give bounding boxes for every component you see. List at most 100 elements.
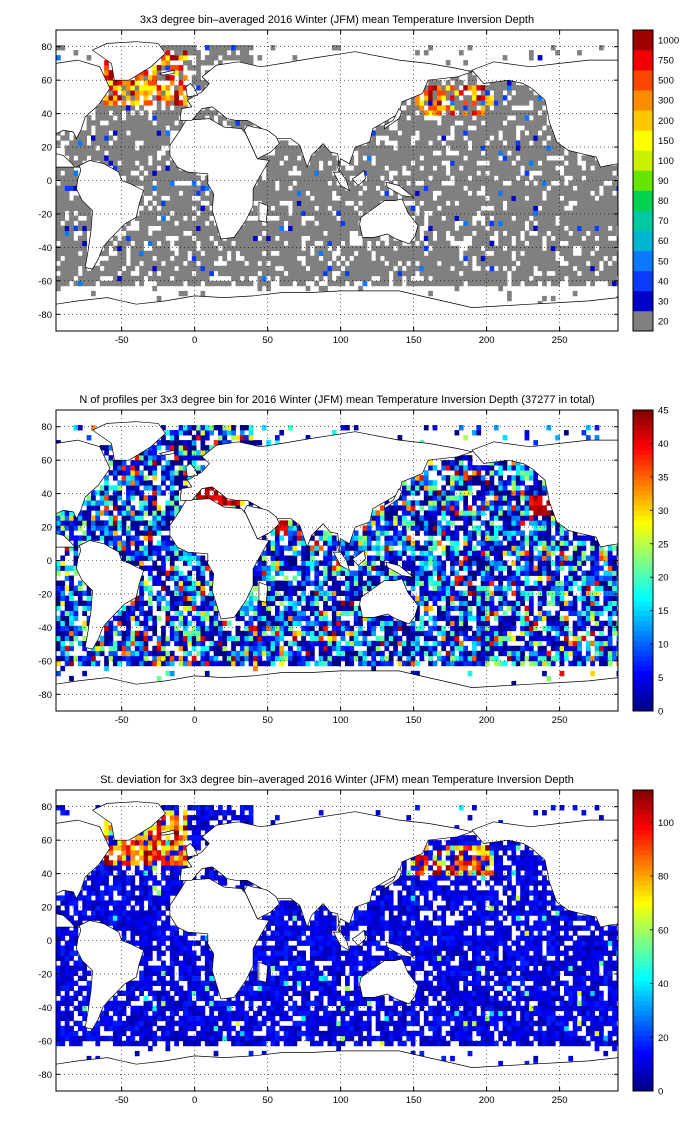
bin-cell — [270, 225, 276, 232]
bin-cell — [331, 655, 337, 662]
bin-cell — [467, 220, 473, 226]
bin-cell — [270, 625, 276, 632]
bin-cell — [165, 175, 171, 181]
bin-cell — [419, 130, 425, 136]
bin-cell — [183, 75, 188, 81]
bin-cell — [467, 105, 473, 111]
bin-cell — [318, 625, 324, 632]
bin-cell — [283, 255, 289, 262]
bin-cell — [108, 260, 114, 267]
bin-cell — [91, 120, 96, 126]
bin-cell — [292, 555, 298, 561]
bin-cell — [95, 645, 101, 652]
bin-cell — [274, 225, 280, 232]
bin-cell — [542, 220, 547, 226]
bin-cell — [183, 475, 188, 481]
bin-cell — [169, 660, 175, 667]
bin-cell — [196, 80, 201, 86]
bin-cell — [169, 220, 175, 226]
bin-cell — [366, 170, 372, 176]
bin-cell — [60, 180, 66, 186]
bin-cell — [323, 175, 328, 181]
bin-cell — [511, 145, 517, 151]
bin-cell — [126, 505, 131, 511]
bin-cell — [239, 500, 245, 506]
bin-cell — [594, 165, 600, 171]
bin-cell — [331, 160, 337, 166]
bin-cell — [428, 235, 433, 242]
bin-cell — [104, 500, 109, 506]
bin-cell — [257, 250, 263, 257]
bin-cell — [134, 530, 140, 536]
bin-cell — [165, 600, 171, 606]
bin-cell — [156, 485, 162, 491]
bin-cell — [524, 90, 530, 96]
bin-cell — [82, 600, 88, 606]
bin-cell — [169, 430, 175, 436]
bin-cell — [222, 650, 228, 657]
bin-cell — [314, 215, 320, 221]
bin-cell — [257, 610, 263, 617]
bin-cell — [200, 660, 206, 667]
bin-cell — [82, 260, 88, 267]
bin-cell — [305, 555, 311, 561]
bin-cell — [64, 170, 70, 176]
bin-cell — [581, 280, 587, 287]
bin-cell — [213, 225, 219, 232]
bin-cell — [266, 220, 271, 226]
bin-cell — [213, 50, 219, 56]
bin-cell — [511, 180, 517, 186]
bin-cell — [231, 120, 236, 126]
bin-cell — [301, 625, 306, 632]
bin-cell — [95, 520, 101, 526]
bin-cell — [581, 250, 587, 257]
bin-cell — [432, 180, 438, 186]
bin-cell — [476, 145, 482, 151]
bin-cell — [533, 150, 539, 156]
bin-cell — [69, 565, 74, 571]
bin-cell — [590, 260, 595, 267]
bin-cells — [56, 45, 618, 307]
bin-cell — [226, 265, 232, 272]
bin-cell — [77, 640, 83, 647]
bin-cell — [428, 225, 433, 232]
bin-cell — [174, 635, 179, 642]
bin-cell — [77, 205, 83, 211]
bin-cell — [331, 185, 337, 191]
bin-cell — [305, 660, 311, 667]
bin-cell — [253, 655, 258, 662]
bin-cell — [441, 125, 447, 131]
bin-cell — [515, 225, 521, 232]
bin-cell — [244, 220, 250, 226]
bin-cell — [318, 230, 324, 237]
bin-cell — [134, 480, 140, 486]
bin-cell — [349, 210, 355, 216]
bin-cell — [515, 255, 521, 262]
bin-cell — [69, 610, 74, 617]
bin-cell — [204, 210, 210, 216]
bin-cell — [143, 160, 149, 166]
bin-cell — [60, 625, 66, 632]
bin-cell — [366, 140, 372, 146]
bin-cell — [550, 245, 556, 252]
bin-cell — [152, 285, 158, 292]
bin-cell — [279, 585, 285, 591]
bin-cell — [472, 120, 477, 126]
bin-cell — [156, 95, 162, 101]
bin-cell — [77, 520, 83, 526]
bin-cell — [336, 585, 341, 591]
bin-cell — [77, 225, 83, 232]
bin-cell — [423, 125, 429, 131]
bin-cell — [117, 260, 123, 267]
bin-cell — [568, 265, 574, 272]
bin-cell — [480, 180, 486, 186]
bin-cell — [266, 580, 271, 586]
bin-cell — [139, 480, 144, 486]
bin-cell — [572, 220, 578, 226]
bin-cell — [524, 135, 530, 141]
bin-cell — [178, 280, 184, 287]
bin-cell — [463, 180, 468, 186]
bin-cell — [143, 130, 149, 136]
bin-cell — [274, 205, 280, 211]
bin-cell — [397, 255, 403, 262]
